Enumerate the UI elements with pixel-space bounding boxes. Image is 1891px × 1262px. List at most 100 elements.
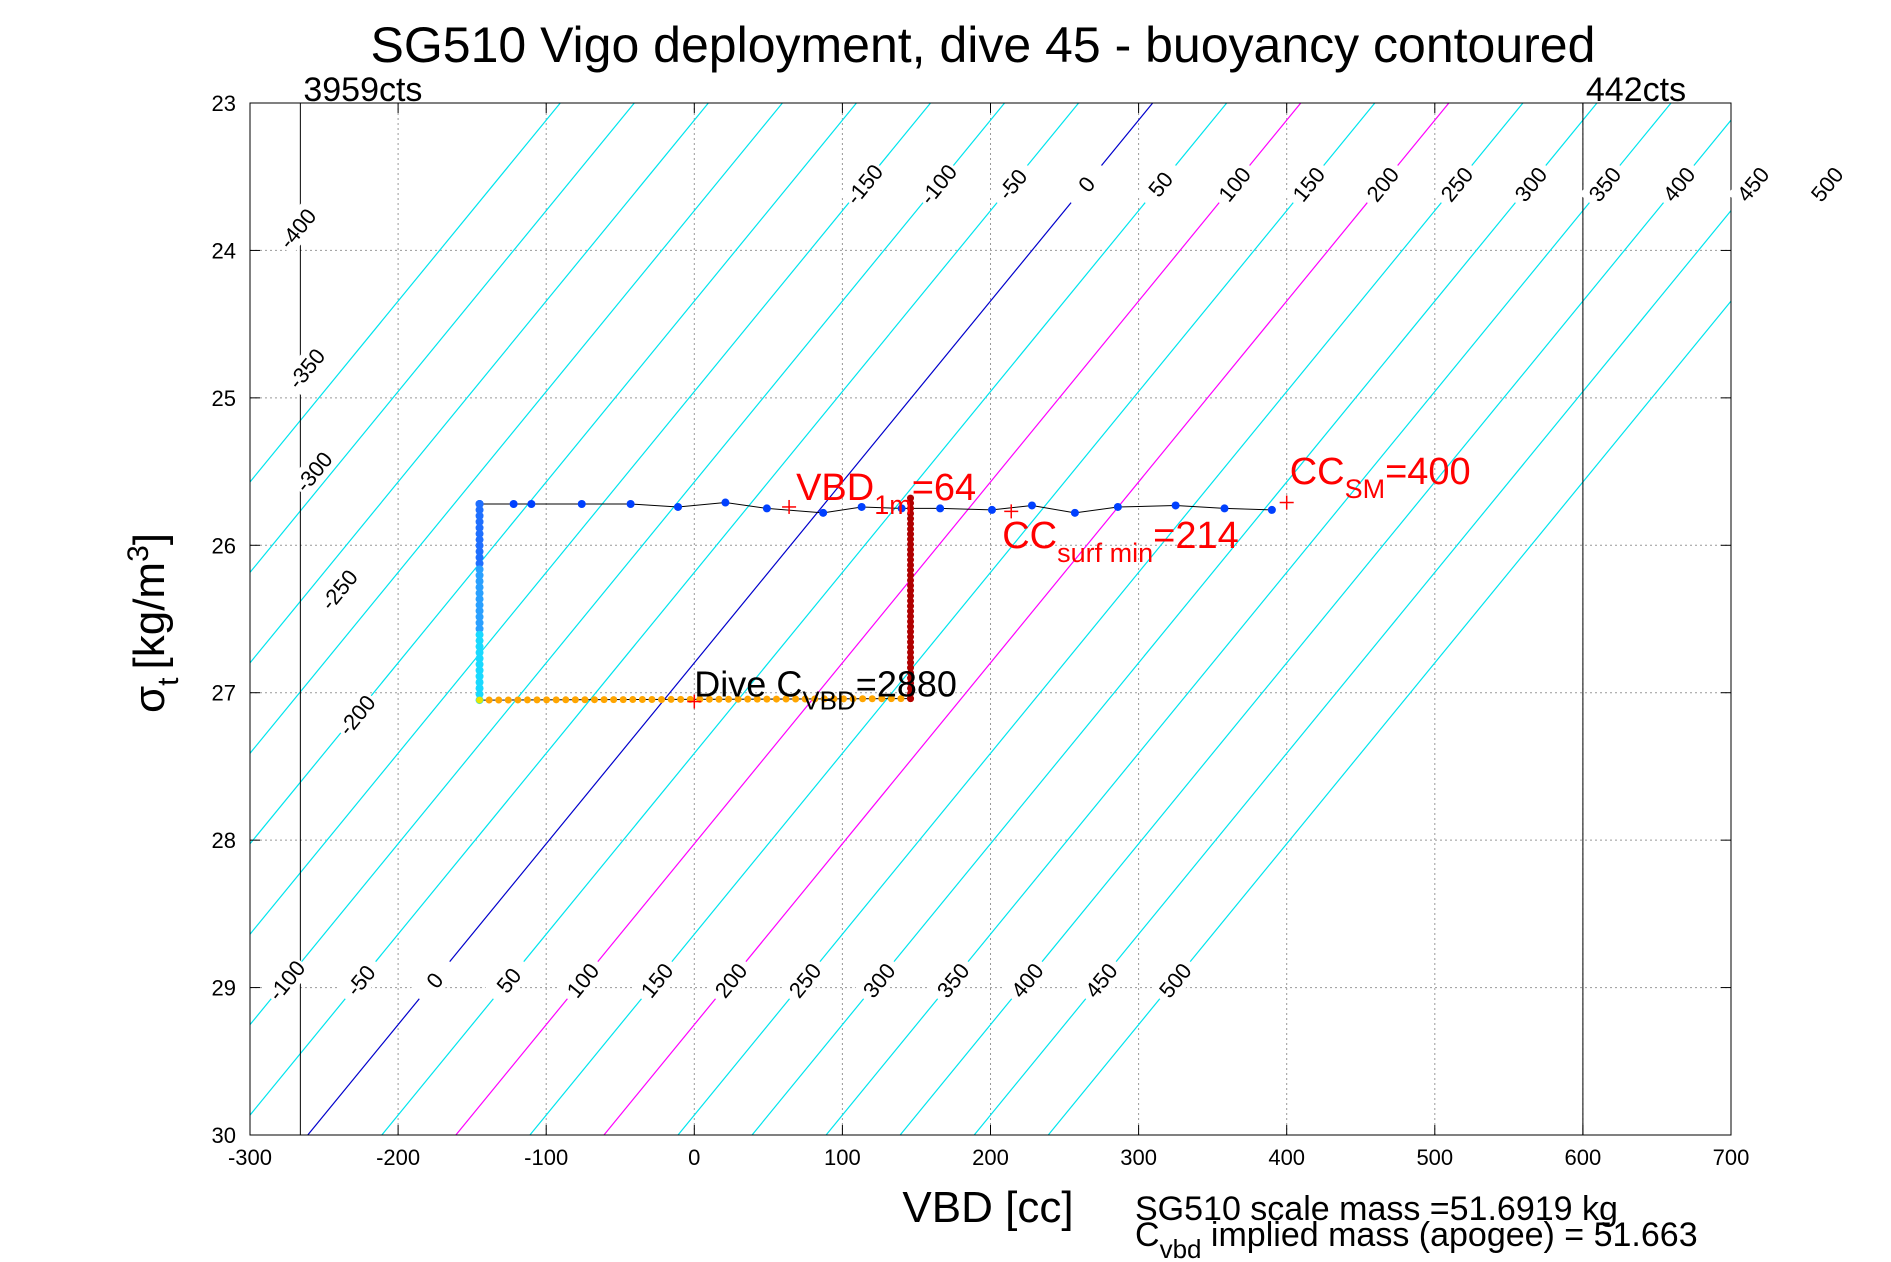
y-axis-label-close: ] (125, 533, 174, 545)
climb-point (907, 617, 915, 625)
apogee-point (523, 696, 531, 704)
surface-point (1220, 504, 1229, 513)
descent-point (475, 559, 484, 568)
surface-point (1113, 502, 1122, 511)
y-tick-label: 24 (212, 238, 236, 263)
x-tick-label: 600 (1565, 1145, 1602, 1170)
climb-point (907, 628, 915, 636)
descent-point (475, 541, 484, 550)
descent-point (475, 690, 484, 699)
contour-label-bg (272, 201, 323, 256)
x-tick-label: 200 (972, 1145, 1009, 1170)
surface-point (1027, 501, 1036, 510)
climb-point (907, 679, 915, 687)
contour-label-bg (1727, 157, 1778, 211)
contour-line (249, 102, 931, 935)
climb-point (907, 674, 915, 682)
y-axis-label-sub: t (152, 677, 185, 686)
descent-point (475, 547, 484, 556)
x-tick-label: 400 (1268, 1145, 1305, 1170)
apogee-point (658, 695, 666, 703)
data-series (475, 494, 1276, 705)
contour-label-bg (1075, 953, 1127, 1008)
apogee-point (763, 695, 771, 703)
apogee-point (600, 696, 608, 704)
vbd1m-label-main: VBD (796, 467, 874, 509)
implied-mass-sub: vbd (1160, 1234, 1202, 1262)
x-axis-label: VBD [cc] (902, 1183, 1073, 1232)
climb-point (907, 515, 915, 523)
contour-line (249, 102, 783, 754)
descent-point (475, 523, 484, 532)
climb-point (907, 643, 915, 651)
apogee-point (590, 696, 598, 704)
reference-markers (687, 495, 1294, 709)
contour-label-bg (986, 157, 1038, 211)
contour-label-bg (838, 157, 890, 211)
climb-point (907, 664, 915, 672)
contour-label-bg (779, 953, 831, 1008)
climb-point (907, 653, 915, 661)
surface-point (509, 500, 518, 509)
apogee-point (849, 695, 857, 703)
climb-point (907, 587, 915, 595)
contour-line (249, 102, 709, 664)
climb-point (907, 504, 915, 512)
contour-label-bg (631, 953, 682, 1008)
dive-cvbd-label-tail: =2880 (856, 664, 957, 705)
descent-point (475, 684, 484, 693)
surface-point (936, 504, 945, 513)
surface-point (857, 502, 866, 511)
descent-point (475, 583, 484, 592)
climb-point (907, 551, 915, 559)
cc-surf-min-label-tail: =214 (1153, 515, 1239, 557)
apogee-point (552, 696, 560, 704)
climb-point (907, 535, 915, 543)
apogee-point (504, 696, 512, 704)
cc-surf-min-label-main: CC (1002, 515, 1057, 557)
surface-point (762, 504, 771, 513)
apogee-point (782, 695, 790, 703)
apogee-point (820, 695, 828, 703)
apogee-point (562, 696, 570, 704)
surface-point (527, 500, 536, 509)
contour-line (249, 102, 1080, 1116)
apogee-point (677, 695, 685, 703)
apogee-point (772, 695, 780, 703)
contour-line (249, 102, 1006, 1026)
descent-point (475, 636, 484, 645)
cc-sm-label-sub: SM (1345, 474, 1386, 504)
climb-point (907, 520, 915, 528)
contour-label-bg (409, 953, 460, 1008)
x-tick-label: 300 (1120, 1145, 1157, 1170)
contour-label-bg (281, 341, 332, 396)
surface-point (577, 500, 586, 509)
descent-point (475, 500, 484, 509)
dive-cvbd-label-sub: VBD (802, 686, 855, 716)
climb-point (907, 648, 915, 656)
apogee-point (581, 696, 589, 704)
descent-point (475, 672, 484, 681)
climb-point (907, 546, 915, 554)
descent-point (475, 589, 484, 598)
climb-point (907, 597, 915, 605)
descent-point (475, 553, 484, 562)
contour-label-bg (313, 562, 365, 617)
y-axis-label-sup: 3 (122, 545, 155, 562)
contour-label-bg (853, 953, 905, 1008)
descent-point (475, 654, 484, 663)
contour-label-bg (331, 688, 382, 742)
implied-mass-tail: implied mass (apogee) = 51.663 (1201, 1216, 1697, 1254)
implied-mass-main: C (1135, 1216, 1160, 1254)
contour-label-bg (1801, 157, 1853, 211)
descent-point (475, 601, 484, 610)
apogee-point (571, 696, 579, 704)
descent-point (475, 571, 484, 580)
cc-sm-label: CCSM=400 (1290, 451, 1471, 504)
descent-point (475, 660, 484, 669)
implied-mass-text: Cvbd implied mass (apogee) = 51.663 (1135, 1216, 1698, 1262)
contour-label-bg (483, 953, 534, 1008)
